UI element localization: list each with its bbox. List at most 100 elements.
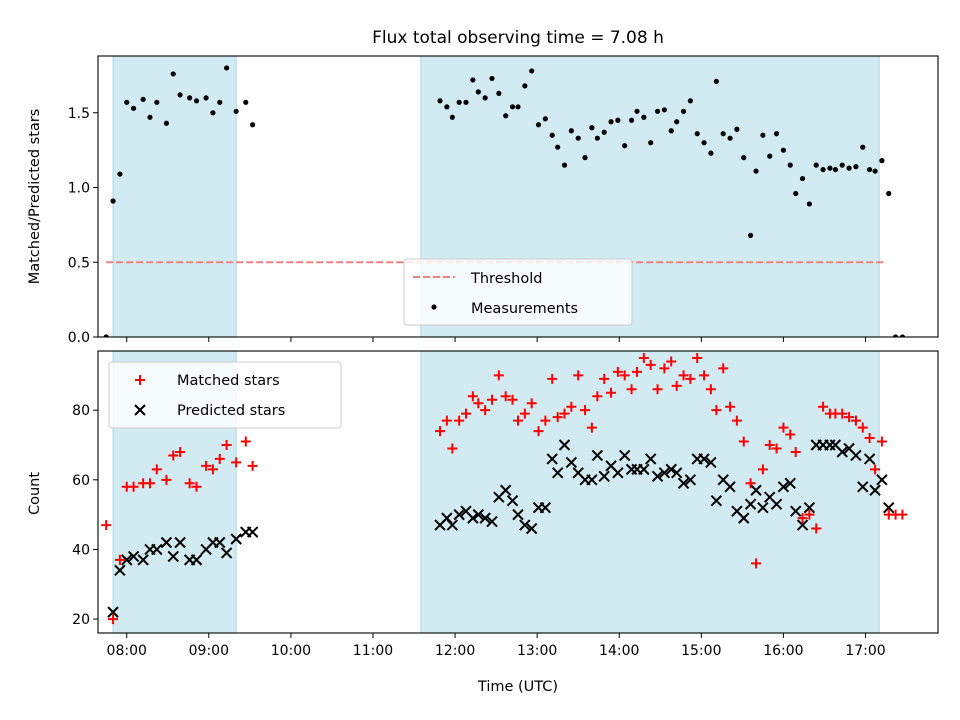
data-point — [705, 456, 717, 469]
data-point — [217, 99, 223, 105]
data-point — [876, 436, 887, 447]
data-point — [467, 391, 478, 402]
data-point — [594, 135, 600, 141]
data-point — [551, 467, 564, 479]
data-point — [641, 114, 647, 120]
data-point — [515, 104, 521, 110]
data-point — [892, 334, 899, 337]
data-point — [777, 481, 790, 493]
data-point — [626, 384, 637, 395]
legend-measurements-label: Measurements — [471, 301, 578, 317]
data-point — [731, 415, 742, 426]
x-axis-label: Time (UTC) — [477, 679, 558, 695]
data-point — [547, 373, 558, 384]
legend-matched-label: Matched stars — [177, 373, 280, 389]
data-point — [513, 415, 523, 426]
data-point — [487, 394, 498, 405]
data-point — [114, 554, 125, 565]
data-point — [243, 99, 249, 105]
data-point — [533, 426, 544, 437]
data-point — [582, 155, 588, 161]
data-point — [549, 132, 555, 138]
data-point — [644, 453, 657, 465]
data-point — [866, 166, 873, 173]
data-point — [144, 478, 155, 489]
observing-span — [420, 351, 880, 633]
legend-matched-swatch — [135, 375, 145, 385]
data-point — [519, 408, 530, 419]
data-point — [836, 446, 848, 458]
data-point — [482, 95, 488, 101]
data-point — [519, 519, 531, 531]
data-point — [160, 536, 173, 549]
data-point — [844, 412, 855, 423]
data-point — [108, 614, 119, 625]
data-point — [785, 429, 796, 440]
data-point — [857, 481, 869, 493]
data-point — [130, 105, 137, 111]
data-point — [121, 554, 133, 566]
data-point — [586, 474, 598, 486]
data-point — [475, 89, 481, 95]
data-point — [542, 116, 548, 122]
data-point — [175, 446, 186, 457]
data-point — [128, 481, 139, 492]
data-point — [757, 464, 768, 475]
data-point — [446, 519, 459, 531]
data-point — [680, 108, 687, 114]
data-point — [857, 422, 868, 433]
data-point — [103, 334, 109, 337]
data-point — [507, 394, 518, 405]
legend: Threshold Measurements — [403, 258, 633, 326]
data-point — [619, 449, 631, 462]
data-point — [671, 380, 682, 391]
legend: Matched stars Predicted stars — [108, 361, 342, 429]
data-point — [493, 370, 504, 381]
predicted-stars-series — [107, 439, 895, 618]
legend-measurements-swatch — [431, 304, 437, 310]
x-tick-label: 10:00 — [271, 643, 311, 659]
data-point — [214, 536, 226, 549]
data-point — [174, 536, 186, 549]
data-point — [472, 508, 485, 521]
data-point — [187, 95, 193, 101]
y-tick-label: 20 — [72, 612, 90, 628]
data-point — [670, 467, 683, 479]
data-point — [724, 481, 736, 493]
data-point — [233, 108, 239, 114]
data-point — [441, 512, 453, 524]
data-point — [191, 481, 202, 492]
data-point — [751, 558, 762, 569]
data-point — [648, 140, 654, 146]
data-point — [665, 463, 677, 476]
data-point — [486, 515, 498, 528]
data-point — [837, 408, 848, 419]
data-point — [230, 533, 242, 545]
data-point — [240, 436, 251, 447]
data-point — [698, 453, 710, 465]
data-point — [473, 398, 484, 409]
y-tick-label: 1.0 — [68, 181, 90, 197]
data-point — [101, 520, 112, 531]
data-point — [850, 415, 861, 426]
data-point — [496, 90, 502, 96]
data-point — [879, 158, 885, 164]
chart-title: Flux total observing time = 7.08 h — [372, 28, 664, 48]
data-point — [127, 550, 140, 563]
data-point — [796, 519, 809, 531]
bottom-axes-frame — [97, 350, 939, 634]
data-point — [708, 150, 714, 156]
data-point — [870, 464, 881, 475]
data-point — [628, 117, 635, 123]
data-point — [479, 512, 491, 524]
data-point — [770, 498, 783, 510]
data-point — [771, 443, 782, 454]
data-point — [546, 453, 558, 465]
data-point — [124, 99, 130, 105]
y-tick-label: 0.5 — [68, 255, 90, 271]
data-point — [699, 370, 710, 381]
legend-box — [108, 361, 342, 429]
data-point — [832, 166, 838, 173]
data-point — [441, 415, 452, 426]
